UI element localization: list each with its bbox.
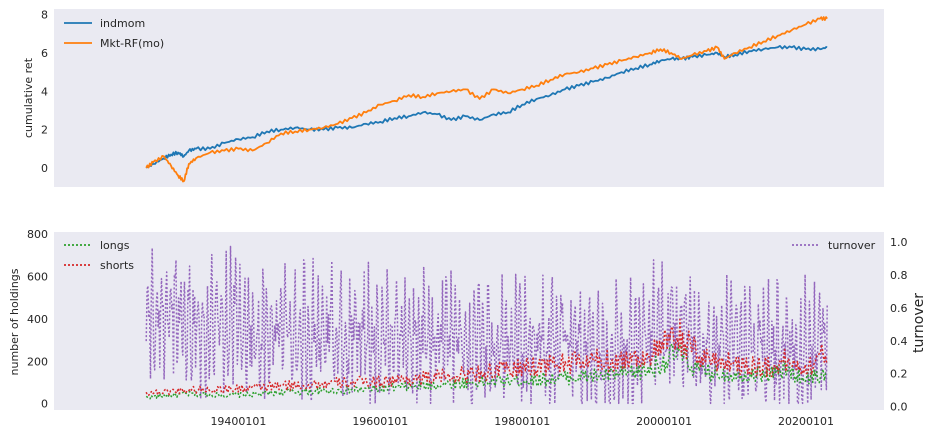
legend-label-mkt-rf: Mkt-RF(mo) (100, 37, 164, 50)
legend-label-turnover: turnover (828, 239, 876, 252)
bottom-x-tick-label: 19400101 (210, 415, 266, 428)
top-y-ticks: 0 2 4 6 8 (41, 9, 48, 175)
bottom-y2-tick-label: 0.2 (890, 368, 908, 381)
top-series-lines (145, 16, 828, 183)
bottom-y2-tick-label: 0.6 (890, 302, 908, 315)
top-y-tick-label: 4 (41, 85, 48, 98)
bottom-x-ticks: 19400101 19600101 19800101 20000101 20200101 (210, 415, 834, 428)
top-y-tick-label: 2 (41, 124, 48, 137)
bottom-x-tick-label: 20200101 (778, 415, 834, 428)
top-plot-area (54, 9, 884, 187)
top-panel: 0 2 4 6 8 cumulative ret indmom Mkt-RF(mo) (22, 9, 884, 187)
bottom-y-ticks: 0 200 400 600 800 (27, 228, 48, 411)
bottom-y2-tick-label: 0.0 (890, 401, 908, 414)
series-line-mkt-rf-mo- (145, 16, 828, 183)
bottom-x-tick-label: 20000101 (636, 415, 692, 428)
bottom-y-axis-label: number of holdings (8, 268, 21, 375)
bottom-y-tick-label: 800 (27, 228, 48, 241)
bottom-y-tick-label: 400 (27, 313, 48, 326)
bottom-x-tick-label: 19600101 (352, 415, 408, 428)
legend-label-longs: longs (100, 239, 130, 252)
top-y-axis-label: cumulative ret (22, 57, 35, 138)
bottom-series-lines (145, 245, 828, 405)
bottom-y2-tick-label: 0.4 (890, 335, 908, 348)
top-legend: indmom Mkt-RF(mo) (64, 17, 164, 50)
bottom-y2-ticks: 0.0 0.2 0.4 0.6 0.8 1.0 (890, 236, 908, 414)
legend-label-indmom: indmom (100, 17, 145, 30)
bottom-y2-axis-label: turnover (911, 293, 927, 353)
bottom-y-tick-label: 0 (41, 398, 48, 411)
bottom-y-tick-label: 200 (27, 355, 48, 368)
bottom-legend-left: longs shorts (64, 239, 134, 272)
top-y-tick-label: 6 (41, 47, 48, 60)
bottom-y2-tick-label: 0.8 (890, 269, 908, 282)
series-line-shorts (145, 318, 828, 397)
top-y-tick-label: 8 (41, 9, 48, 22)
top-y-tick-label: 0 (41, 162, 48, 175)
bottom-x-tick-label: 19800101 (494, 415, 550, 428)
bottom-legend-right: turnover (792, 239, 876, 252)
legend-label-shorts: shorts (100, 259, 134, 272)
bottom-y2-tick-label: 1.0 (890, 236, 908, 249)
bottom-y-tick-label: 600 (27, 271, 48, 284)
series-line-indmom (145, 45, 828, 169)
bottom-panel: 0 200 400 600 800 0.0 0.2 0.4 0.6 0.8 1.0 1940010… (8, 228, 927, 428)
